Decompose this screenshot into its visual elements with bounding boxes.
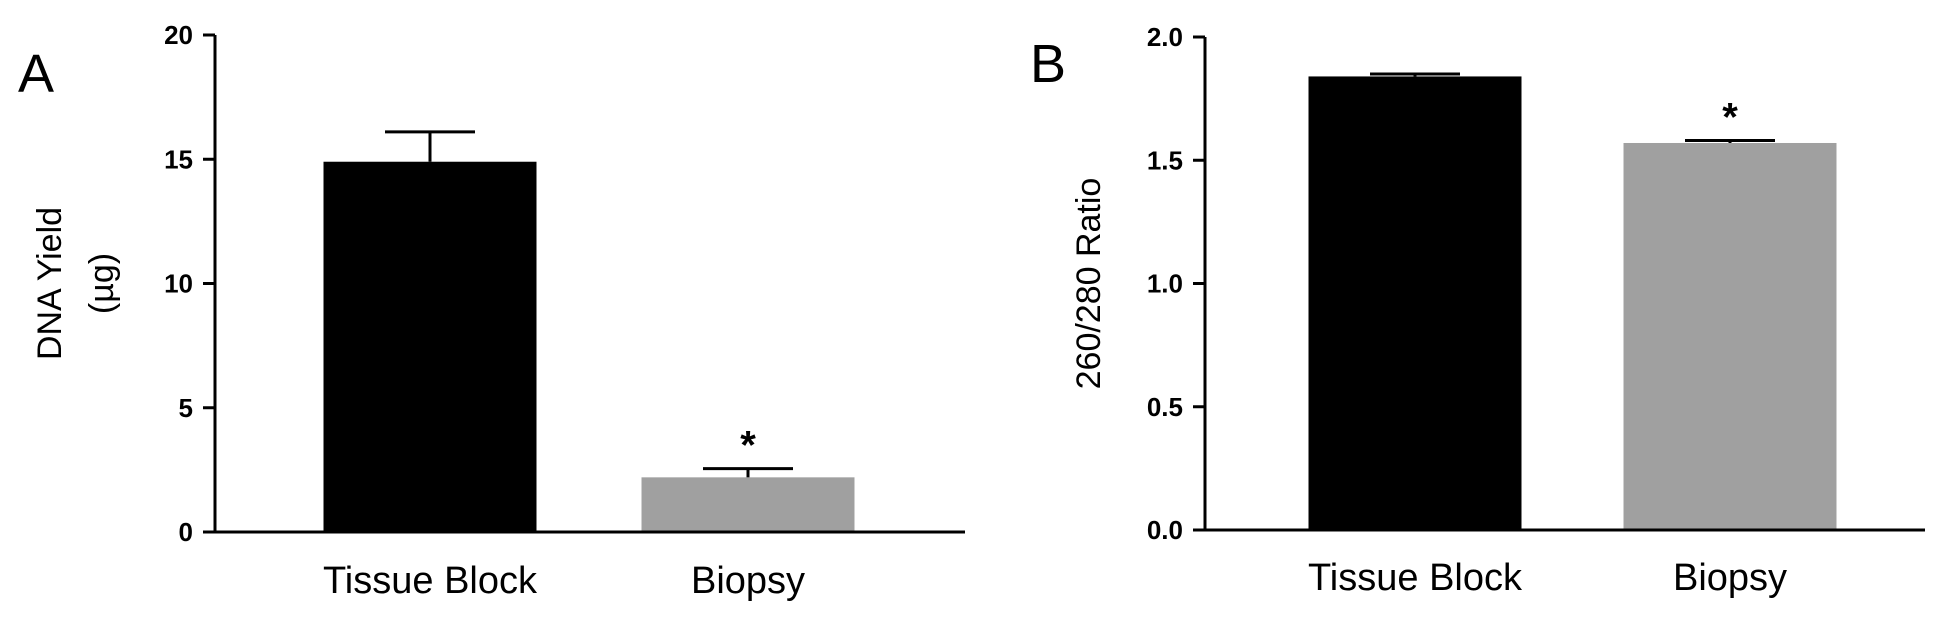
panel-a-category-label-1: Biopsy xyxy=(691,560,805,602)
panel-b-category-label-0: Tissue Block xyxy=(1308,557,1523,599)
panel-b-category-label-1: Biopsy xyxy=(1673,557,1787,599)
panel-a-y-tick-label-4: 20 xyxy=(164,20,193,50)
panel-a-bar-0 xyxy=(323,161,537,533)
panel-a-y-tick-label-2: 10 xyxy=(164,269,193,299)
panel-a: A Tissue Block * Biopsy 0 5 10 15 20 DNA Yield (µ… xyxy=(18,20,965,602)
panel-b-y-tick-label-1: 0.5 xyxy=(1147,392,1183,422)
panel-a-y-axis-title-1: (µg) xyxy=(83,253,121,314)
panel-a-y-axis-title-0: DNA Yield xyxy=(31,207,69,360)
panel-a-letter: A xyxy=(18,44,54,104)
panel-b-y-axis-title-0: 260/280 Ratio xyxy=(1070,178,1108,390)
panel-a-category-label-0: Tissue Block xyxy=(323,560,538,602)
panel-a-plot: Tissue Block * Biopsy 0 5 10 15 20 DNA Yield (µg) xyxy=(31,20,965,602)
panel-b-y-tick-label-0: 0.0 xyxy=(1147,515,1183,545)
panel-b-y-tick-label-3: 1.5 xyxy=(1147,145,1183,175)
panel-b-bar-1 xyxy=(1623,142,1837,530)
panel-b-y-tick-label-2: 1.0 xyxy=(1147,269,1183,299)
panel-b-letter: B xyxy=(1030,34,1066,94)
panel-a-significance-mark-1: * xyxy=(740,424,756,468)
panel-a-bar-1 xyxy=(641,477,855,532)
panel-b: B Tissue Block * Biopsy 0.0 0.5 1.0 1.5 2.0 260/… xyxy=(1030,22,1925,599)
panel-a-y-tick-label-3: 15 xyxy=(164,144,193,174)
panel-b-significance-mark-1: * xyxy=(1722,96,1738,140)
panel-a-y-tick-label-0: 0 xyxy=(179,517,193,547)
panel-b-y-tick-label-4: 2.0 xyxy=(1147,22,1183,52)
panel-b-plot: Tissue Block * Biopsy 0.0 0.5 1.0 1.5 2.0 260/28… xyxy=(1070,22,1925,599)
panel-a-y-tick-label-1: 5 xyxy=(179,393,193,423)
panel-b-bar-0 xyxy=(1308,76,1522,530)
